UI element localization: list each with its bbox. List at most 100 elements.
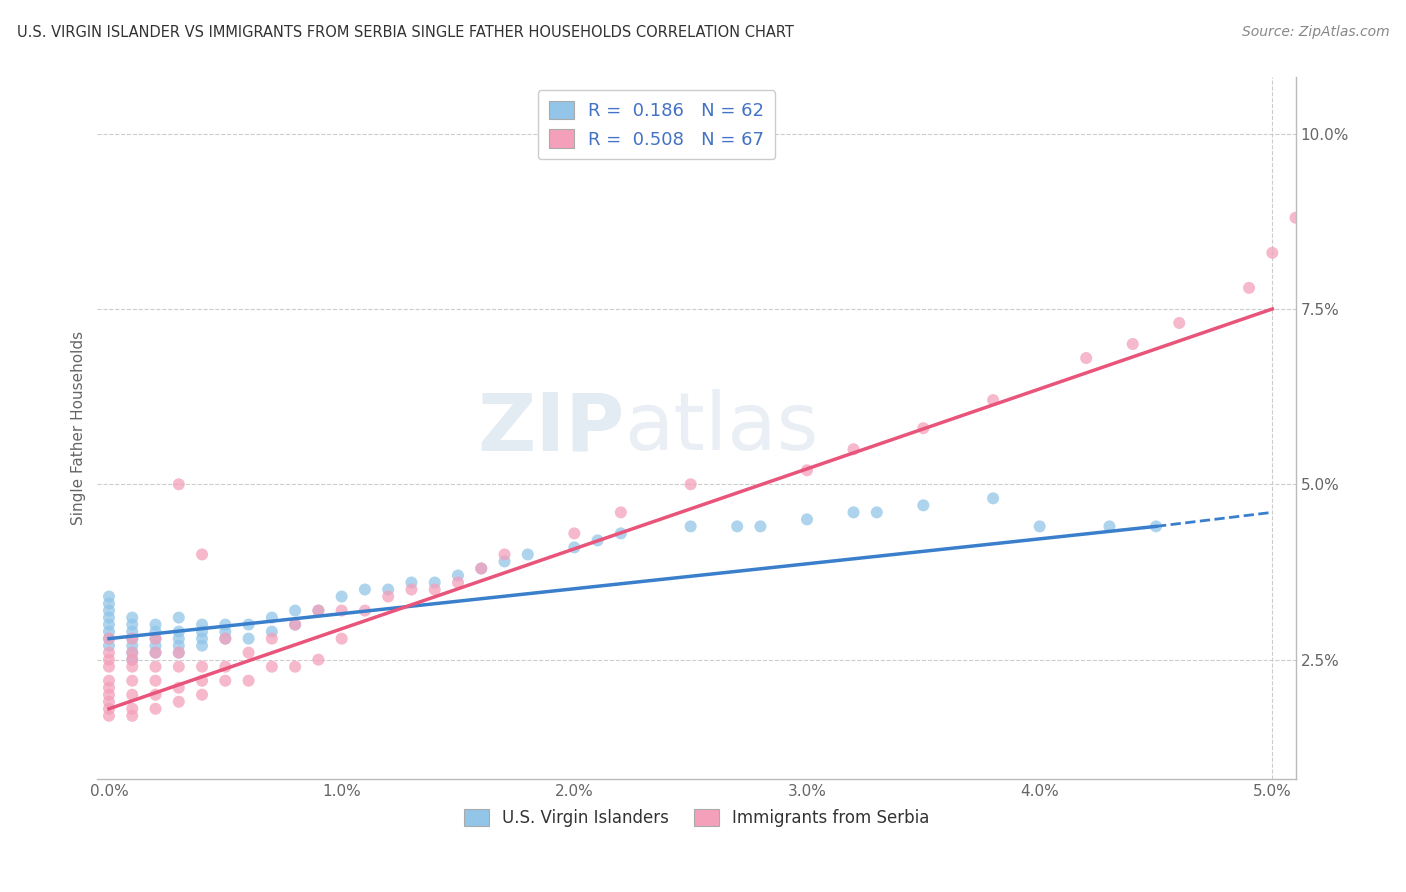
Point xyxy=(610,526,633,541)
Point xyxy=(121,646,143,660)
Point xyxy=(98,708,121,723)
Point xyxy=(167,477,190,491)
Point xyxy=(1144,519,1167,533)
Point xyxy=(330,590,353,604)
Point xyxy=(121,708,143,723)
Point xyxy=(981,491,1004,506)
Point xyxy=(912,421,935,435)
Y-axis label: Single Father Households: Single Father Households xyxy=(72,331,86,525)
Point xyxy=(1098,519,1121,533)
Point xyxy=(145,702,167,716)
Point xyxy=(98,702,121,716)
Point xyxy=(214,632,236,646)
Point xyxy=(238,646,260,660)
Point xyxy=(121,659,143,673)
Point xyxy=(191,673,214,688)
Point xyxy=(377,590,399,604)
Point xyxy=(842,442,865,457)
Legend: U.S. Virgin Islanders, Immigrants from Serbia: U.S. Virgin Islanders, Immigrants from S… xyxy=(457,802,936,834)
Point xyxy=(98,673,121,688)
Point xyxy=(494,554,516,568)
Point xyxy=(260,659,283,673)
Point xyxy=(284,617,307,632)
Point xyxy=(191,639,214,653)
Point xyxy=(377,582,399,597)
Point xyxy=(981,393,1004,408)
Point xyxy=(191,659,214,673)
Point xyxy=(167,681,190,695)
Text: Source: ZipAtlas.com: Source: ZipAtlas.com xyxy=(1241,25,1389,39)
Point xyxy=(214,659,236,673)
Point xyxy=(121,632,143,646)
Point xyxy=(191,624,214,639)
Point xyxy=(167,632,190,646)
Point xyxy=(191,617,214,632)
Point xyxy=(330,632,353,646)
Text: atlas: atlas xyxy=(624,389,818,467)
Point xyxy=(214,673,236,688)
Point xyxy=(1122,337,1144,351)
Point xyxy=(307,603,329,617)
Point xyxy=(98,610,121,624)
Point xyxy=(145,632,167,646)
Point xyxy=(447,575,470,590)
Point xyxy=(98,639,121,653)
Point xyxy=(167,646,190,660)
Point xyxy=(284,659,307,673)
Point xyxy=(121,639,143,653)
Point xyxy=(145,639,167,653)
Point xyxy=(1261,245,1284,260)
Point xyxy=(284,603,307,617)
Point xyxy=(562,526,585,541)
Point xyxy=(145,617,167,632)
Point xyxy=(679,477,702,491)
Point xyxy=(167,659,190,673)
Point xyxy=(98,688,121,702)
Point xyxy=(145,673,167,688)
Point xyxy=(470,561,492,575)
Point xyxy=(214,624,236,639)
Point xyxy=(145,659,167,673)
Point xyxy=(749,519,772,533)
Point xyxy=(796,512,818,526)
Point xyxy=(238,632,260,646)
Point xyxy=(307,653,329,667)
Point xyxy=(145,624,167,639)
Point xyxy=(145,688,167,702)
Point xyxy=(167,624,190,639)
Point xyxy=(401,575,423,590)
Point xyxy=(145,632,167,646)
Text: U.S. VIRGIN ISLANDER VS IMMIGRANTS FROM SERBIA SINGLE FATHER HOUSEHOLDS CORRELAT: U.S. VIRGIN ISLANDER VS IMMIGRANTS FROM … xyxy=(17,25,794,40)
Point xyxy=(866,505,889,519)
Point xyxy=(1354,183,1376,197)
Point xyxy=(354,603,377,617)
Point xyxy=(516,548,538,562)
Point xyxy=(260,632,283,646)
Point xyxy=(284,617,307,632)
Point xyxy=(167,639,190,653)
Point xyxy=(98,681,121,695)
Point xyxy=(307,603,329,617)
Point xyxy=(494,548,516,562)
Point xyxy=(214,632,236,646)
Point xyxy=(121,624,143,639)
Point xyxy=(1168,316,1191,330)
Point xyxy=(610,505,633,519)
Point xyxy=(98,624,121,639)
Point xyxy=(1028,519,1050,533)
Point xyxy=(98,603,121,617)
Point xyxy=(330,603,353,617)
Point xyxy=(167,695,190,709)
Point xyxy=(98,617,121,632)
Point xyxy=(354,582,377,597)
Point xyxy=(401,582,423,597)
Point xyxy=(191,688,214,702)
Point xyxy=(167,610,190,624)
Point xyxy=(98,653,121,667)
Point xyxy=(121,702,143,716)
Point xyxy=(145,646,167,660)
Point xyxy=(98,590,121,604)
Point xyxy=(98,597,121,611)
Point xyxy=(260,624,283,639)
Point xyxy=(423,582,446,597)
